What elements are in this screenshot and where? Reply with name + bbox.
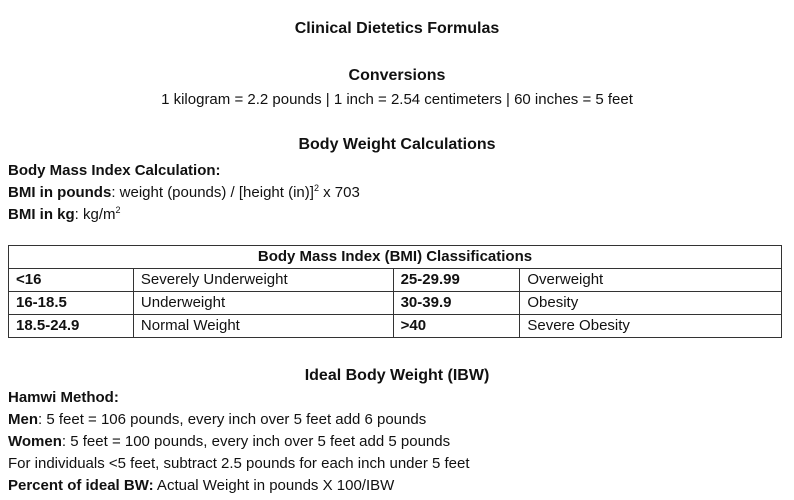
bmi-table-caption-row: Body Mass Index (BMI) Classifications [8,245,782,269]
ibw-men-line: Men: 5 feet = 106 pounds, every inch ove… [8,411,426,428]
bmi-range-cell: <16 [8,268,134,292]
bmi-class-cell: Severely Underweight [132,268,394,292]
ibw-percent-text: Actual Weight in pounds X 100/IBW [153,477,395,494]
bmi-pounds-line: BMI in pounds: weight (pounds) / [height… [8,183,360,202]
conversions-line: 1 kilogram = 2.2 pounds | 1 inch = 2.54 … [161,91,633,108]
table-row: 18.5-24.9 Normal Weight >40 Severe Obesi… [8,314,782,338]
ibw-percent-label: Percent of ideal BW: [8,477,154,494]
bmi-kg-label: BMI in kg [8,206,75,223]
document-title: Clinical Dietetics Formulas [294,20,500,37]
bmi-table-caption: Body Mass Index (BMI) Classifications [8,245,782,269]
bmi-range-cell: 18.5-24.9 [8,314,134,338]
ibw-short-line: For individuals <5 feet, subtract 2.5 po… [8,455,470,472]
bmi-pounds-formula: : weight (pounds) / [height (in)] [111,184,314,201]
bmi-class-cell: Obesity [519,291,782,315]
ibw-women-label: Women [8,433,62,450]
ibw-heading: Ideal Body Weight (IBW) [304,367,490,384]
bmi-class-cell: Normal Weight [132,314,394,338]
ibw-men-text: : 5 feet = 106 pounds, every inch over 5… [38,411,427,428]
bmi-range-cell: 16-18.5 [8,291,134,315]
body-weight-heading: Body Weight Calculations [298,136,496,153]
bmi-class-cell: Overweight [519,268,782,292]
ibw-percent-line: Percent of ideal BW: Actual Weight in po… [8,477,394,494]
bmi-kg-formula: : kg/m [74,206,116,223]
ibw-women-text: : 5 feet = 100 pounds, every inch over 5… [61,433,451,450]
bmi-class-cell: Severe Obesity [519,314,782,338]
hamwi-method-label: Hamwi Method: [8,389,119,406]
ibw-women-line: Women: 5 feet = 100 pounds, every inch o… [8,433,450,450]
bmi-range-cell: 25-29.99 [392,268,521,292]
ibw-men-label: Men [8,411,38,428]
bmi-kg-exponent: 2 [115,205,121,215]
bmi-pounds-label: BMI in pounds [8,184,112,201]
bmi-class-cell: Underweight [132,291,394,315]
bmi-kg-line: BMI in kg: kg/m2 [8,205,121,224]
bmi-pounds-multiplier: x 703 [318,184,360,201]
table-row: 16-18.5 Underweight 30-39.9 Obesity [8,291,782,315]
bmi-calculation-label: Body Mass Index Calculation: [8,162,221,179]
conversions-heading: Conversions [348,67,446,84]
bmi-classification-table: Body Mass Index (BMI) Classifications <1… [8,245,782,338]
bmi-pounds-exponent: 2 [313,183,319,193]
table-row: <16 Severely Underweight 25-29.99 Overwe… [8,268,782,292]
bmi-range-cell: 30-39.9 [392,291,521,315]
bmi-range-cell: >40 [392,314,521,338]
